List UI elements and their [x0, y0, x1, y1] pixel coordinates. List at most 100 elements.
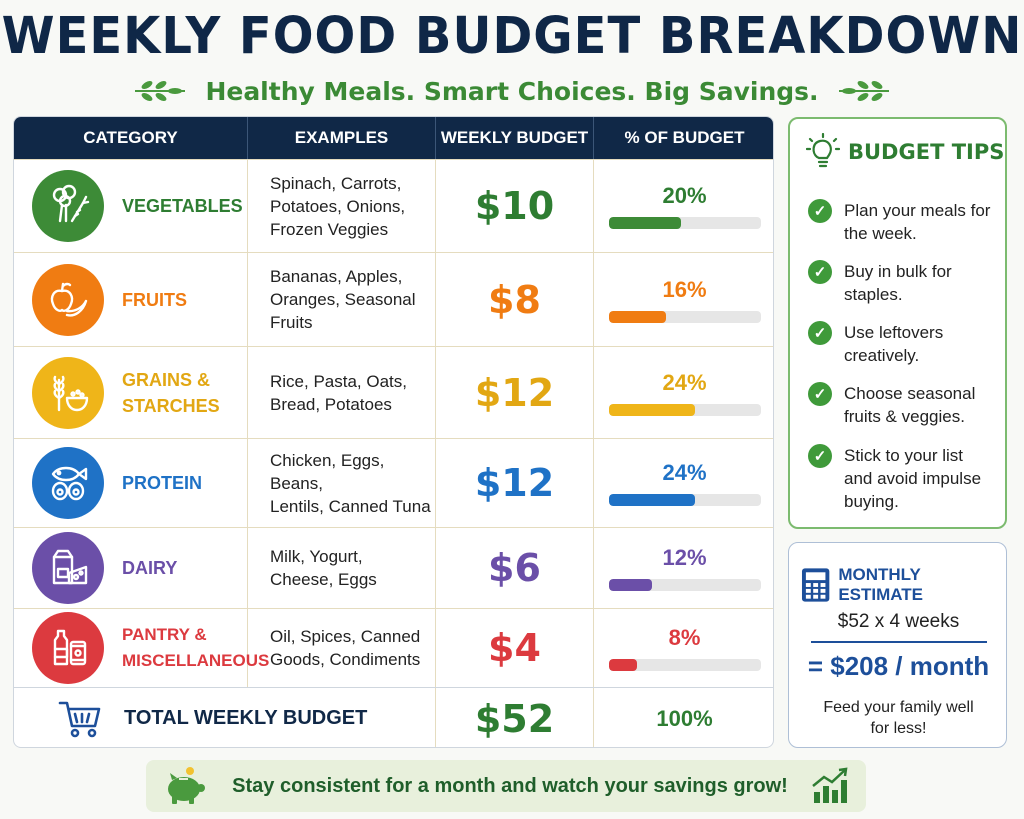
examples-cell: Chicken, Eggs, Beans, Lentils, Canned Tu… — [248, 439, 436, 527]
percent-label: 16% — [662, 276, 707, 302]
category-label: PROTEIN — [122, 473, 203, 493]
table-header: CATEGORY EXAMPLES WEEKLY BUDGET % OF BUD… — [14, 117, 773, 159]
examples-cell: Rice, Pasta, Oats, Bread, Potatoes — [248, 347, 436, 438]
percent-bar-fill — [608, 494, 696, 506]
subtitle: Healthy Meals. Smart Choices. Big Saving… — [205, 76, 819, 106]
pantry-icon — [32, 612, 104, 684]
tip-item: ✓ Stick to your list and avoid impulse b… — [808, 444, 998, 513]
calculator-icon — [801, 568, 830, 602]
checkmark-icon: ✓ — [808, 321, 832, 345]
checkmark-icon: ✓ — [808, 199, 832, 223]
category-label: DAIRY — [122, 558, 178, 578]
percent-label: 24% — [662, 460, 707, 485]
divider — [811, 641, 987, 643]
percent-label: 20% — [662, 183, 707, 208]
category-cell: PROTEIN — [14, 439, 248, 527]
budget-value: $6 — [436, 528, 594, 608]
table-row: DAIRY Milk, Yogurt, Cheese, Eggs $6 12% — [14, 527, 773, 608]
budget-tips-panel: BUDGET TIPS ✓ Plan your meals for the we… — [788, 117, 1007, 529]
percent-cell: 16% — [594, 253, 773, 346]
percent-bar — [608, 579, 761, 591]
tip-item: ✓ Use leftovers creatively. — [808, 321, 998, 367]
percent-bar — [608, 403, 761, 416]
examples-cell: Bananas, Apples, Oranges, Seasonal Fruit… — [248, 253, 436, 346]
percent-bar — [608, 310, 761, 323]
category-cell: FRUITS — [14, 253, 248, 346]
budget-value: $8 — [436, 253, 594, 346]
fruits-icon — [32, 263, 104, 336]
table-row: GRAINS & STARCHES Rice, Pasta, Oats, Bre… — [14, 346, 773, 438]
percent-cell: 24% — [594, 347, 773, 438]
page-title: WEEKLY FOOD BUDGET BREAKDOWN — [1, 6, 1023, 66]
percent-bar-fill — [608, 579, 652, 591]
percent-bar-fill — [608, 217, 681, 229]
percent-cell: 12% — [594, 528, 773, 608]
category-label: GRAINS & STARCHES — [122, 369, 220, 416]
tip-text: Stick to your list and avoid impulse buy… — [844, 446, 982, 511]
category-label: PANTRY & MISCELLANEOUS — [122, 625, 270, 670]
leaf-sprig-right-icon — [838, 81, 889, 101]
percent-label: 8% — [668, 625, 701, 650]
tip-item: ✓ Choose seasonal fruits & veggies. — [808, 382, 998, 428]
column-header-weekly-budget: WEEKLY BUDGET — [436, 117, 594, 159]
examples-cell: Spinach, Carrots, Potatoes, Onions, Froz… — [248, 160, 436, 252]
percent-bar — [608, 217, 761, 229]
percent-bar-fill — [608, 310, 667, 323]
category-label: FRUITS — [122, 289, 187, 310]
tip-text: Buy in bulk for staples. — [844, 262, 952, 304]
shopping-cart-icon — [58, 701, 101, 737]
percent-bar-fill — [608, 403, 696, 416]
total-label: TOTAL WEEKLY BUDGET — [124, 707, 368, 729]
table-row: PROTEIN Chicken, Eggs, Beans, Lentils, C… — [14, 438, 773, 527]
tip-item: ✓ Buy in bulk for staples. — [808, 260, 998, 306]
budget-table: CATEGORY EXAMPLES WEEKLY BUDGET % OF BUD… — [13, 116, 774, 748]
savings-banner: Stay consistent for a month and watch yo… — [146, 760, 866, 812]
percent-cell: 24% — [594, 439, 773, 527]
percent-bar — [608, 494, 761, 506]
category-cell: DAIRY — [14, 528, 248, 608]
dairy-icon — [32, 532, 104, 604]
table-row: VEGETABLES Spinach, Carrots, Potatoes, O… — [14, 159, 773, 252]
table-row: PANTRY & MISCELLANEOUS Oil, Spices, Cann… — [14, 608, 773, 687]
percent-label: 24% — [662, 369, 707, 395]
budget-value: $12 — [436, 439, 594, 527]
banner-text: Stay consistent for a month and watch yo… — [232, 774, 788, 797]
tip-text: Plan your meals for the week. — [844, 201, 991, 243]
percent-label: 12% — [662, 545, 707, 570]
column-header-examples: EXAMPLES — [248, 117, 436, 159]
monthly-header: MONTHLY ESTIMATE — [801, 565, 1006, 605]
monthly-result: = $208 / month — [807, 651, 990, 681]
budget-value: $12 — [436, 347, 594, 438]
lightbulb-icon — [806, 133, 840, 168]
category-cell: PANTRY & MISCELLANEOUS — [14, 609, 269, 687]
budget-value: $10 — [436, 160, 594, 252]
budget-value: $4 — [436, 609, 594, 687]
checkmark-icon: ✓ — [808, 382, 832, 406]
checkmark-icon: ✓ — [808, 260, 832, 284]
monthly-estimate-panel: MONTHLY ESTIMATE $52 x 4 weeks = $208 / … — [788, 542, 1007, 748]
growth-chart-icon — [812, 767, 848, 803]
piggy-bank-icon — [168, 767, 206, 804]
monthly-note: Feed your family well for less! — [823, 699, 974, 737]
monthly-calculation: $52 x 4 weeks — [837, 611, 960, 632]
percent-bar — [608, 659, 761, 671]
tips-header: BUDGET TIPS — [806, 133, 1004, 171]
grains-icon — [32, 356, 104, 429]
percent-cell: 8% — [594, 609, 773, 687]
column-header-percent: % OF BUDGET — [624, 128, 745, 147]
total-percent: 100% — [656, 705, 713, 731]
examples-cell: Milk, Yogurt, Cheese, Eggs — [248, 528, 436, 608]
category-label: VEGETABLES — [122, 196, 243, 216]
checkmark-icon: ✓ — [808, 444, 832, 468]
vegetables-icon — [32, 170, 104, 242]
category-cell: VEGETABLES — [14, 160, 248, 252]
tip-item: ✓ Plan your meals for the week. — [808, 199, 998, 245]
leaf-sprig-left-icon — [135, 81, 186, 101]
total-value: $52 — [436, 688, 594, 747]
percent-cell: 20% — [594, 160, 773, 252]
column-header-category: CATEGORY — [14, 117, 248, 159]
protein-icon — [32, 447, 104, 519]
table-row: FRUITS Bananas, Apples, Oranges, Seasona… — [14, 252, 773, 346]
tip-text: Choose seasonal fruits & veggies. — [844, 384, 976, 426]
total-label-cell: TOTAL WEEKLY BUDGET — [14, 688, 436, 747]
